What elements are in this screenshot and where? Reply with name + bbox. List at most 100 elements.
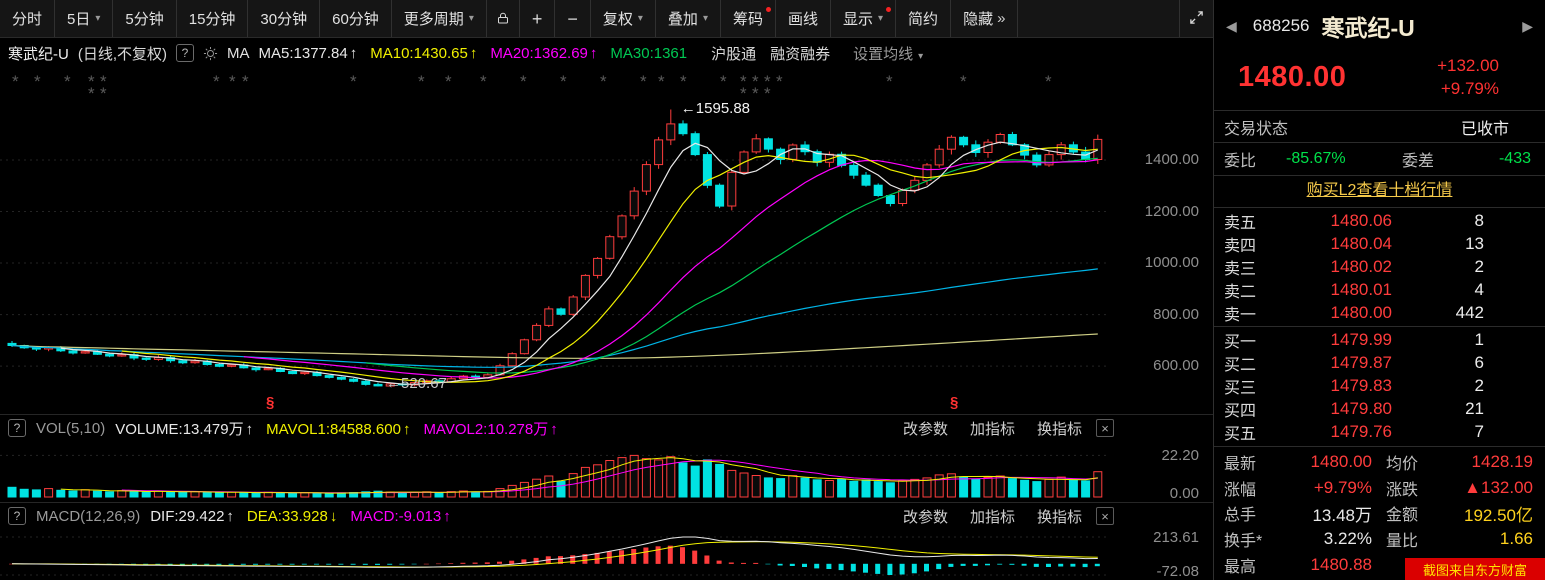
stat-value: 3.22% xyxy=(1323,529,1372,549)
event-marker-icon: * xyxy=(520,72,527,91)
order-price: 1479.99 xyxy=(1330,329,1392,349)
bid-label: 买一 xyxy=(1224,333,1257,351)
weibi-label: 委比 xyxy=(1224,152,1257,170)
toolbar-period-more[interactable]: 更多周期 ▾ xyxy=(392,0,487,37)
toolbar-period-5day[interactable]: 5日 ▾ xyxy=(55,0,114,37)
commission-ratio-row: 委比 -85.67% 委差 -433 xyxy=(1214,144,1545,173)
panel-action-button[interactable]: 加指标 xyxy=(969,420,1015,438)
toolbar-tool-draw-label: 画线 xyxy=(787,11,818,28)
toolbar-period-60min-label: 60分钟 xyxy=(332,11,379,28)
stat-value: 192.50亿 xyxy=(1464,505,1533,525)
help-icon[interactable]: ? xyxy=(176,44,194,62)
toolbar-period-60min[interactable]: 60分钟 xyxy=(320,0,392,37)
header-link[interactable]: 融资融券 xyxy=(770,45,831,63)
indicator-value: DIF:29.422 ↑ xyxy=(150,507,234,525)
toolbar-tool-draw[interactable]: 画线 xyxy=(776,0,831,37)
bid-row[interactable]: 买五 1479.76 7 xyxy=(1214,421,1545,444)
panel-action-button[interactable]: 加指标 xyxy=(969,508,1015,526)
toolbar-lock-icon[interactable] xyxy=(487,0,520,37)
stat-label: 总手 xyxy=(1224,507,1257,525)
notification-dot xyxy=(886,7,892,12)
indicator-value: MAVOL2:10.278万 ↑ xyxy=(423,420,558,438)
help-icon[interactable]: ? xyxy=(8,507,26,525)
chart-area: 分时 5日 ▾ 5分钟 15分钟 30分钟 60分钟 更多周期 ▾ + − 复权 ▾ 叠加 ▾ 筹码 画线 显示 ▾… xyxy=(0,0,1213,580)
chart-title: 寒武纪-U xyxy=(8,45,69,63)
ma-settings-button[interactable]: 设置均线 ▾ xyxy=(853,43,923,64)
volume-chart[interactable]: 22.20 0.00 xyxy=(0,441,1213,503)
close-icon[interactable]: × xyxy=(1096,507,1114,525)
ask-row[interactable]: 卖四 1480.04 13 xyxy=(1214,232,1545,255)
event-marker-icon: * xyxy=(720,72,727,91)
toolbar-tool-hide[interactable]: 隐藏» xyxy=(951,0,1019,37)
trend-arrow-icon: ↑ xyxy=(443,507,451,525)
macd-lines[interactable] xyxy=(0,529,1213,580)
toolbar-tool-adjust[interactable]: 复权 ▾ xyxy=(591,0,656,37)
ask-row[interactable]: 卖二 1480.01 4 xyxy=(1214,279,1545,302)
toolbar-period-30min[interactable]: 30分钟 xyxy=(248,0,321,37)
event-marker-icon: * xyxy=(752,72,759,91)
toolbar-zoom-in-icon[interactable]: + xyxy=(520,0,556,37)
l2-upgrade-link[interactable]: 购买L2查看十档行情 xyxy=(1306,182,1453,199)
bid-row[interactable]: 买一 1479.99 1 xyxy=(1214,328,1545,351)
toolbar-tool-overlay[interactable]: 叠加 ▾ xyxy=(656,0,721,37)
header-link[interactable]: 沪股通 xyxy=(711,45,757,63)
toolbar-tool-simple[interactable]: 简约 xyxy=(896,0,952,37)
volume-panel-actions: 改参数 加指标 换指标 xyxy=(903,415,1082,441)
toolbar-tool-display[interactable]: 显示 ▾ xyxy=(831,0,897,37)
order-price: 1480.04 xyxy=(1330,233,1392,253)
stat-row: 最高 1480.88 xyxy=(1214,552,1545,578)
bid-row[interactable]: 买三 1479.83 2 xyxy=(1214,374,1545,397)
toolbar-zoom-out-icon[interactable]: − xyxy=(555,0,591,37)
volume-values: VOLUME:13.479万 ↑ MAVOL1:84588.600 ↑ MAVOL2:1… xyxy=(115,418,571,439)
stat-row: 涨幅 +9.79% 涨跌 ▲132.00 xyxy=(1214,475,1545,501)
macd-indicator-name[interactable]: MACD(12,26,9) xyxy=(36,507,141,525)
main-price-chart[interactable]: 1400.00 1200.00 1000.00 800.00 600.00 ←1595.8… xyxy=(0,68,1213,414)
panel-action-button[interactable]: 改参数 xyxy=(902,508,948,526)
panel-action-button[interactable]: 换指标 xyxy=(1036,508,1082,526)
panel-action-button[interactable]: 改参数 xyxy=(902,420,948,438)
price-change-block: +132.00 +9.79% xyxy=(1437,54,1545,100)
stat-row: 总手 13.48万 金额 192.50亿 xyxy=(1214,501,1545,527)
toolbar-tool-hide-label: 隐藏 xyxy=(963,11,994,28)
order-qty: 13 xyxy=(1465,233,1484,253)
macd-chart[interactable]: 213.61 -72.08 xyxy=(0,529,1213,580)
toolbar-period-5day-label: 5日 xyxy=(67,11,91,28)
ask-row[interactable]: 卖三 1480.02 2 xyxy=(1214,255,1545,278)
order-qty: 7 xyxy=(1474,422,1484,442)
toolbar-period-15min[interactable]: 15分钟 xyxy=(177,0,249,37)
candlestick-chart[interactable] xyxy=(0,68,1213,414)
stat-label: 量比 xyxy=(1386,533,1419,551)
event-marker-icon: * xyxy=(480,72,487,91)
bid-row[interactable]: 买四 1479.80 21 xyxy=(1214,398,1545,421)
ask-row[interactable]: 卖一 1480.00 442 xyxy=(1214,302,1545,325)
help-icon[interactable]: ? xyxy=(8,419,26,437)
trend-arrow-icon: ↑ xyxy=(226,507,234,525)
toolbar-fullscreen-button[interactable] xyxy=(1179,0,1213,37)
ask-row[interactable]: 卖五 1480.06 8 xyxy=(1214,209,1545,232)
toolbar-tool-chips[interactable]: 筹码 xyxy=(721,0,776,37)
order-price: 1479.76 xyxy=(1330,422,1392,442)
toolbar-period-5min[interactable]: 5分钟 xyxy=(113,0,177,37)
close-icon[interactable]: × xyxy=(1096,419,1114,437)
indicator-value: MACD:-9.013 ↑ xyxy=(350,507,451,525)
chevron-down-icon: ▾ xyxy=(702,13,708,24)
trade-status-label: 交易状态 xyxy=(1224,121,1289,138)
trend-arrow-icon: ↑ xyxy=(245,420,254,438)
ask-label: 卖五 xyxy=(1224,214,1257,232)
low-price-annotation: ←520.67 xyxy=(386,374,447,392)
axis-label: 600.00 xyxy=(1153,357,1199,375)
toolbar-tool-overlay-label: 叠加 xyxy=(667,11,698,28)
settings-gear-icon[interactable] xyxy=(203,46,218,61)
event-marker-icon: * xyxy=(658,72,665,91)
volume-indicator-name[interactable]: VOL(5,10) xyxy=(36,419,106,437)
indicator-value: VOLUME:13.479万 ↑ xyxy=(115,420,254,438)
prev-stock-button[interactable]: ◀ xyxy=(1226,17,1237,34)
next-stock-button[interactable]: ▶ xyxy=(1522,17,1533,34)
event-marker-icon: * xyxy=(752,84,759,103)
toolbar-period-intraday[interactable]: 分时 xyxy=(0,0,56,37)
event-marker-icon: * xyxy=(242,72,249,91)
volume-bars[interactable] xyxy=(0,441,1213,503)
panel-action-button[interactable]: 换指标 xyxy=(1036,420,1082,438)
bid-row[interactable]: 买二 1479.87 6 xyxy=(1214,351,1545,374)
chevron-down-icon: ▾ xyxy=(878,13,884,24)
